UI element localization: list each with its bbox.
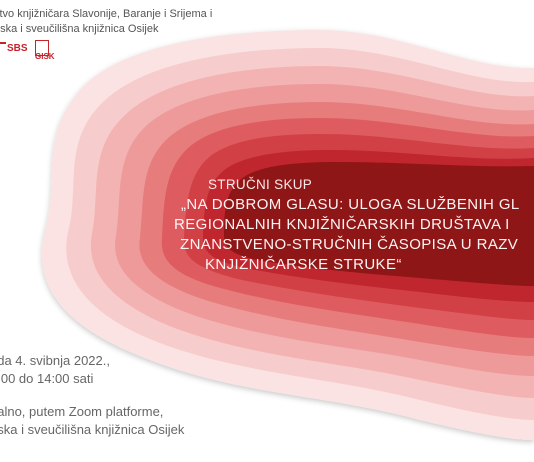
layer-core (224, 162, 534, 286)
gisko-building-icon (35, 40, 49, 56)
event-date: eda 4. svibnja 2022., (0, 353, 110, 368)
organizer-header: štvo knjižničara Slavonije, Baranje i Sr… (0, 7, 212, 37)
event-host: dska i sveučilišna knjižnica Osijek (0, 422, 185, 437)
header-line-1: štvo knjižničara Slavonije, Baranje i Sr… (0, 8, 213, 20)
gisko-logo-text: GISK (35, 52, 55, 61)
gisko-logo: GISK (35, 40, 71, 62)
hkdsbs-logo: SBS (0, 42, 28, 54)
hkdsbs-mark-icon (0, 42, 6, 51)
event-mode: ualno, putem Zoom platforme, (0, 404, 164, 419)
header-line-2: dska i sveučilišna knjižnica Osijek (0, 23, 159, 35)
hkdsbs-logo-text: SBS (7, 43, 28, 54)
event-time: 0:00 do 14:00 sati (0, 371, 94, 386)
